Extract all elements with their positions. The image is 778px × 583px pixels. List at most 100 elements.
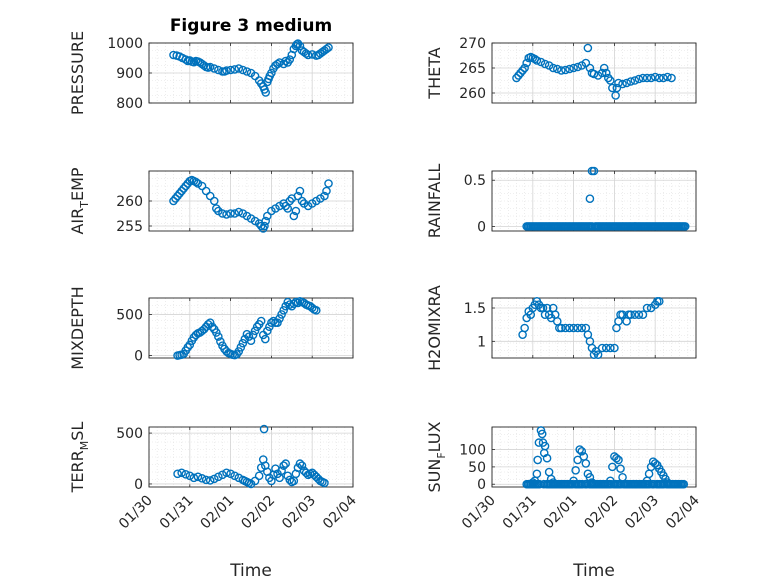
- data-point-marker: [589, 69, 599, 79]
- data-point-marker: [663, 72, 672, 82]
- y-axis-label: SUNFLUX: [425, 421, 448, 492]
- x-tick-label: 02/01: [541, 493, 581, 533]
- x-tick-label: 01/30: [116, 493, 156, 533]
- data-point-marker: [214, 472, 223, 482]
- data-point-marker: [277, 310, 286, 319]
- data-point-marker: [638, 73, 648, 83]
- subplot-mixdepth: 0 500 MIXDEPTH: [68, 286, 354, 370]
- data-point-marker: [634, 310, 644, 319]
- data-point-marker: [191, 177, 201, 187]
- data-point-marker: [630, 310, 640, 319]
- data-point-marker: [250, 326, 260, 336]
- axes-box: [148, 297, 354, 359]
- data-point-marker: [209, 474, 219, 484]
- x-tick-label: 02/02: [581, 493, 621, 533]
- data-point-marker: [256, 316, 266, 326]
- data-point-marker: [311, 306, 321, 315]
- data-point-marker: [616, 464, 625, 473]
- data-point-marker: [601, 68, 611, 78]
- data-point-marker: [540, 441, 550, 451]
- data-point-marker: [577, 323, 587, 333]
- data-point-marker: [581, 459, 591, 468]
- data-point-marker: [234, 347, 244, 356]
- data-point-marker: [659, 73, 668, 83]
- data-point-marker: [295, 41, 305, 51]
- subplot-theta: 260 265 270 THETA: [425, 36, 697, 104]
- data-point-marker: [577, 446, 587, 456]
- data-point-marker: [181, 181, 191, 191]
- data-point-marker: [199, 61, 209, 70]
- data-point-marker: [275, 58, 284, 67]
- data-point-marker: [173, 469, 182, 479]
- data-point-marker: [201, 475, 211, 485]
- data-point-marker: [293, 191, 303, 201]
- data-point-marker: [177, 186, 186, 196]
- y-tick-label: 270: [459, 36, 486, 52]
- data-point-marker: [585, 194, 595, 203]
- data-point-marker: [532, 56, 542, 65]
- data-point-marker: [291, 206, 301, 216]
- data-point-marker: [589, 166, 599, 176]
- data-point-marker: [303, 50, 313, 60]
- y-axis-label: TERRMSL: [68, 422, 91, 494]
- data-point-marker: [177, 468, 186, 478]
- data-point-marker: [593, 350, 603, 359]
- data-point-marker: [267, 68, 276, 78]
- data-point-marker: [654, 297, 664, 306]
- y-axis-label: THETA: [425, 47, 444, 99]
- subplot-terrmsl: 01/30 01/31 02/01 02/02 02/03 02/04 0 500 TERRMS…: [68, 422, 360, 533]
- data-point-marker: [197, 474, 207, 483]
- data-point-marker: [601, 343, 611, 353]
- x-tick-label: 02/02: [238, 493, 278, 533]
- y-tick-label: 0: [477, 477, 486, 493]
- data-point-marker: [634, 74, 644, 84]
- data-point-marker: [250, 476, 260, 486]
- data-point-marker: [185, 471, 195, 481]
- data-point-marker: [540, 59, 550, 69]
- data-point-marker: [281, 301, 290, 311]
- data-point-marker: [214, 332, 223, 341]
- data-point-marker: [261, 88, 270, 97]
- data-point-marker: [630, 76, 640, 85]
- data-point-marker: [557, 66, 566, 75]
- x-tick-label: 02/01: [198, 493, 238, 533]
- data-point-marker: [279, 306, 288, 315]
- data-point-marker: [273, 59, 282, 69]
- data-point-marker: [222, 210, 231, 219]
- data-point-marker: [267, 318, 276, 327]
- data-point-marker: [573, 62, 582, 72]
- data-point-marker: [320, 191, 329, 201]
- y-tick-label: 0: [134, 477, 143, 493]
- data-point-marker: [289, 211, 299, 221]
- data-point-marker: [238, 65, 248, 75]
- subplot-rainfall: 0 0.5 RAINFALL: [425, 164, 697, 239]
- data-point-marker: [552, 64, 562, 74]
- data-point-marker: [254, 471, 264, 481]
- data-point-marker: [260, 334, 270, 344]
- axes-box: [491, 42, 697, 104]
- data-point-marker: [614, 78, 623, 88]
- y-tick-label: 900: [116, 66, 143, 82]
- data-point-marker: [522, 58, 531, 68]
- data-point-marker: [263, 326, 272, 336]
- y-axis-label: RAINFALL: [425, 164, 444, 239]
- y-tick-label: 260: [116, 194, 143, 210]
- data-point-marker: [218, 209, 227, 218]
- data-point-marker: [193, 472, 203, 482]
- data-point-marker: [612, 83, 622, 93]
- data-point-marker: [557, 323, 566, 333]
- data-point-marker: [295, 186, 305, 196]
- x-tick-label: 01/30: [459, 493, 499, 533]
- data-point-marker: [238, 338, 248, 348]
- data-point-marker: [285, 55, 295, 64]
- data-point-marker: [242, 329, 252, 339]
- data-point-marker: [516, 68, 525, 78]
- data-point-marker: [654, 73, 664, 83]
- subplot-h2omixra: 1 1.5 H2OMIXRA: [425, 285, 697, 371]
- x-tick-label: 02/03: [279, 493, 319, 533]
- data-point-marker: [581, 58, 591, 68]
- data-point-marker: [532, 469, 542, 479]
- y-tick-label: 1.5: [464, 301, 486, 317]
- data-point-marker: [252, 322, 262, 332]
